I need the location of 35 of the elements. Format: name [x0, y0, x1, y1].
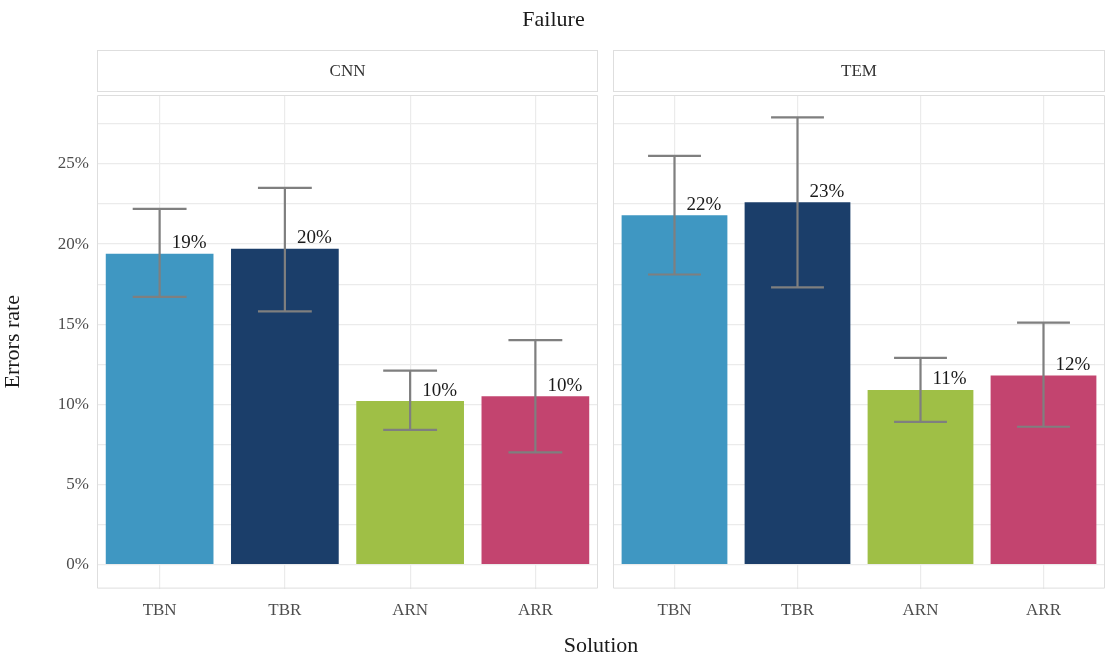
data-label: 11%: [932, 367, 967, 389]
bar: [867, 389, 974, 564]
data-label: 10%: [547, 373, 583, 395]
y-tick-label: 0%: [66, 554, 89, 574]
chart-title: Failure: [521, 6, 586, 32]
y-tick-label: 25%: [57, 153, 89, 173]
bar: [356, 401, 464, 564]
x-tick-label: TBR: [780, 600, 815, 620]
y-tick-label: 15%: [57, 313, 89, 333]
data-label: 12%: [1055, 352, 1091, 374]
x-tick-label: ARR: [1026, 600, 1062, 620]
bar: [481, 396, 590, 564]
x-tick-label: TBN: [142, 600, 177, 620]
x-tick-label: ARN: [392, 600, 429, 620]
chart-subtitle: TEM: [613, 50, 1105, 92]
bar: [105, 253, 214, 564]
bar: [744, 202, 851, 564]
bar: [990, 375, 1097, 564]
x-tick-label: TBN: [657, 600, 692, 620]
y-axis-title: Errors rate: [0, 295, 24, 389]
x-axis-title: Solution: [562, 632, 640, 658]
data-label: 22%: [686, 192, 722, 214]
x-tick-label: TBR: [268, 600, 303, 620]
data-label: 23%: [809, 179, 845, 201]
data-label: 20%: [296, 226, 332, 248]
x-tick-label: ARN: [902, 600, 939, 620]
data-label: 10%: [422, 378, 458, 400]
y-tick-label: 20%: [57, 233, 89, 253]
x-tick-label: ARR: [517, 600, 554, 620]
chart-subtitle: CNN: [97, 50, 598, 92]
data-label: 19%: [171, 231, 207, 253]
y-tick-label: 5%: [66, 473, 89, 493]
bar: [621, 215, 728, 564]
bar: [231, 248, 339, 564]
y-tick-label: 10%: [57, 393, 89, 413]
